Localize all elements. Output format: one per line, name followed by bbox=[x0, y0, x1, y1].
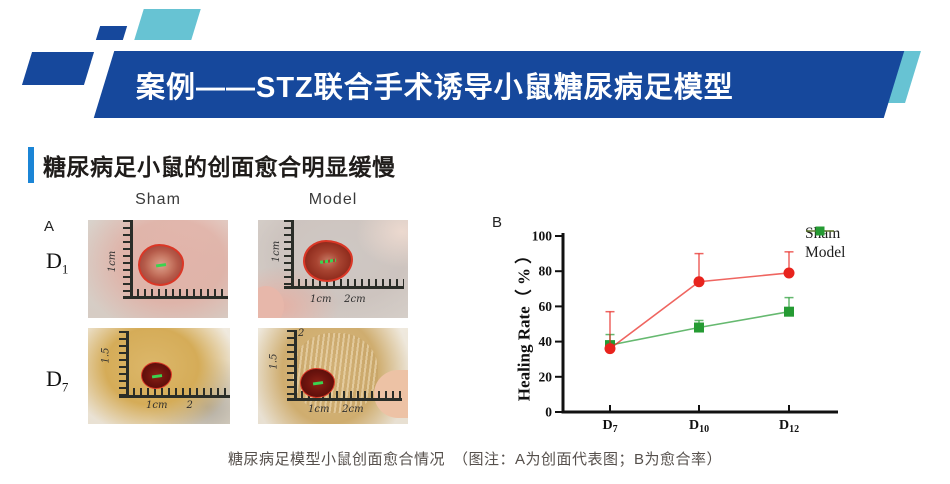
scale-mark bbox=[312, 381, 323, 385]
wound-photo-model-d7: 1.5 1cm 2cm 2 bbox=[258, 328, 408, 424]
ruler-ticks-horizontal bbox=[130, 289, 228, 296]
row-label-d7: D7 bbox=[46, 366, 68, 395]
row-label-base: D bbox=[46, 248, 62, 273]
scale-mark bbox=[319, 258, 337, 264]
wound bbox=[141, 362, 172, 389]
section-heading: 糖尿病足小鼠的创面愈合明显缓慢 bbox=[43, 154, 396, 180]
ruler-ticks-horizontal bbox=[294, 391, 402, 398]
legend-marker bbox=[806, 226, 834, 236]
series-model bbox=[605, 296, 794, 351]
panel-b-label: B bbox=[492, 214, 503, 231]
ruler-label: 1cm 2cm bbox=[308, 404, 364, 415]
ruler-ticks-vertical bbox=[284, 220, 291, 286]
svg-text:D12: D12 bbox=[779, 418, 799, 435]
ruler-vertical bbox=[294, 330, 297, 398]
column-header-sham: Sham bbox=[135, 191, 181, 208]
svg-text:D7: D7 bbox=[602, 418, 617, 435]
svg-text:0: 0 bbox=[545, 405, 552, 420]
svg-text:40: 40 bbox=[539, 334, 553, 349]
ruler-ticks-horizontal bbox=[291, 279, 404, 286]
ruler-label: 1cm bbox=[107, 250, 119, 273]
ruler-label: 2 bbox=[298, 328, 305, 339]
slide-title: 案例——STZ联合手术诱导小鼠糖尿病足模型 bbox=[136, 71, 734, 104]
ruler-ticks-vertical bbox=[287, 330, 294, 398]
healing-rate-plot: 0 20 40 60 80 100 D7 D10 D12 bbox=[532, 229, 838, 435]
wound bbox=[138, 244, 184, 286]
row-label-base: D bbox=[46, 366, 62, 391]
ruler-horizontal bbox=[123, 296, 228, 299]
ruler-label: 1.5 bbox=[100, 347, 112, 364]
wound-photo-sham-d7: 1.5 1cm 2 bbox=[88, 328, 230, 424]
wound-photo-model-d1: 1cm 1cm 2cm bbox=[258, 220, 408, 318]
svg-text:80: 80 bbox=[539, 264, 553, 279]
ruler-horizontal bbox=[284, 286, 404, 289]
ruler-label: 1cm 2 bbox=[146, 400, 193, 411]
decor-parallelogram-left-blue bbox=[21, 52, 95, 85]
wound-photo-sham-d1: 1cm bbox=[88, 220, 228, 318]
svg-text:D10: D10 bbox=[689, 418, 709, 435]
svg-text:100: 100 bbox=[532, 229, 553, 244]
ruler-ticks-horizontal bbox=[126, 388, 230, 395]
wound bbox=[303, 240, 353, 282]
ruler-horizontal bbox=[287, 398, 402, 401]
ruler-label: 1cm 2cm bbox=[310, 294, 366, 305]
svg-text:60: 60 bbox=[539, 299, 553, 314]
column-header-model: Model bbox=[308, 191, 358, 208]
ruler-ticks-vertical bbox=[123, 220, 130, 296]
panel-a-label: A bbox=[44, 218, 55, 235]
decor-parallelogram-teal bbox=[134, 9, 201, 40]
svg-text:20: 20 bbox=[539, 369, 553, 384]
ruler-horizontal bbox=[119, 395, 230, 398]
decor-parallelogram-small-blue bbox=[95, 26, 128, 40]
ruler-vertical bbox=[130, 220, 133, 296]
ruler-ticks-vertical bbox=[119, 331, 126, 395]
legend-label: Model bbox=[805, 244, 846, 261]
ruler-label: 1cm bbox=[271, 240, 283, 263]
figure-caption: 糖尿病足模型小鼠创面愈合情况 （图注：A为创面代表图；B为愈合率） bbox=[227, 451, 722, 468]
section-heading-bar bbox=[28, 147, 34, 183]
row-label-sub: 7 bbox=[61, 379, 69, 395]
scale-mark bbox=[155, 263, 167, 267]
row-label-d1: D1 bbox=[46, 248, 68, 277]
ruler-vertical bbox=[291, 220, 294, 286]
wound bbox=[300, 368, 335, 398]
series-sham bbox=[604, 251, 795, 355]
ruler-label: 1.5 bbox=[268, 353, 280, 370]
ruler-vertical bbox=[126, 331, 129, 395]
legend-item-model: Model bbox=[805, 226, 846, 262]
scale-mark bbox=[151, 373, 162, 378]
row-label-sub: 1 bbox=[61, 261, 69, 277]
